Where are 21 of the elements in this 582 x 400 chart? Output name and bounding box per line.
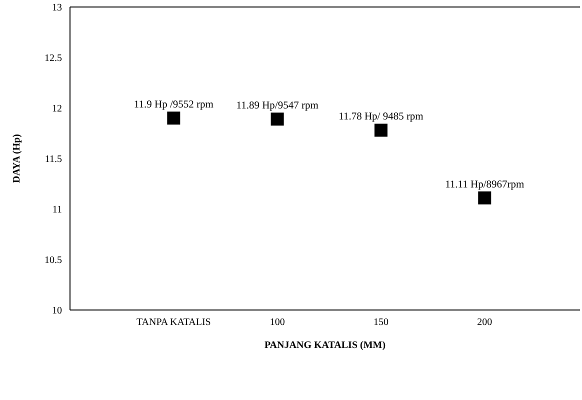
data-label: 11.9 Hp /9552 rpm (134, 100, 214, 111)
y-tick-label: 12 (52, 104, 62, 115)
y-tick-label: 10 (52, 306, 62, 317)
point (374, 124, 388, 137)
data-label: 11.11 Hp/8967rpm (445, 179, 524, 190)
y-axis-title: DAYA (Hp) (12, 134, 23, 183)
point (270, 112, 284, 126)
y-tick-label: 11.5 (44, 154, 62, 166)
y-tick-label: 12.5 (44, 53, 62, 64)
point (167, 112, 180, 125)
data-label: 11.78 Hp/ 9485 rpm (338, 112, 424, 123)
y-tick-label: 11 (52, 204, 62, 216)
x-tick-label: 150 (373, 317, 388, 328)
x-tick-label: 200 (477, 317, 492, 328)
point (478, 191, 492, 204)
y-tick-label: 10.5 (44, 255, 62, 266)
x-tick-label: TANPA KATALIS (136, 317, 211, 328)
x-axis-title: PANJANG KATALIS (MM) (264, 340, 386, 351)
y-tick-label: 13 (52, 2, 62, 14)
x-tick-label: 100 (270, 317, 285, 328)
data-label: 11.89 Hp/9547 rpm (236, 100, 318, 112)
